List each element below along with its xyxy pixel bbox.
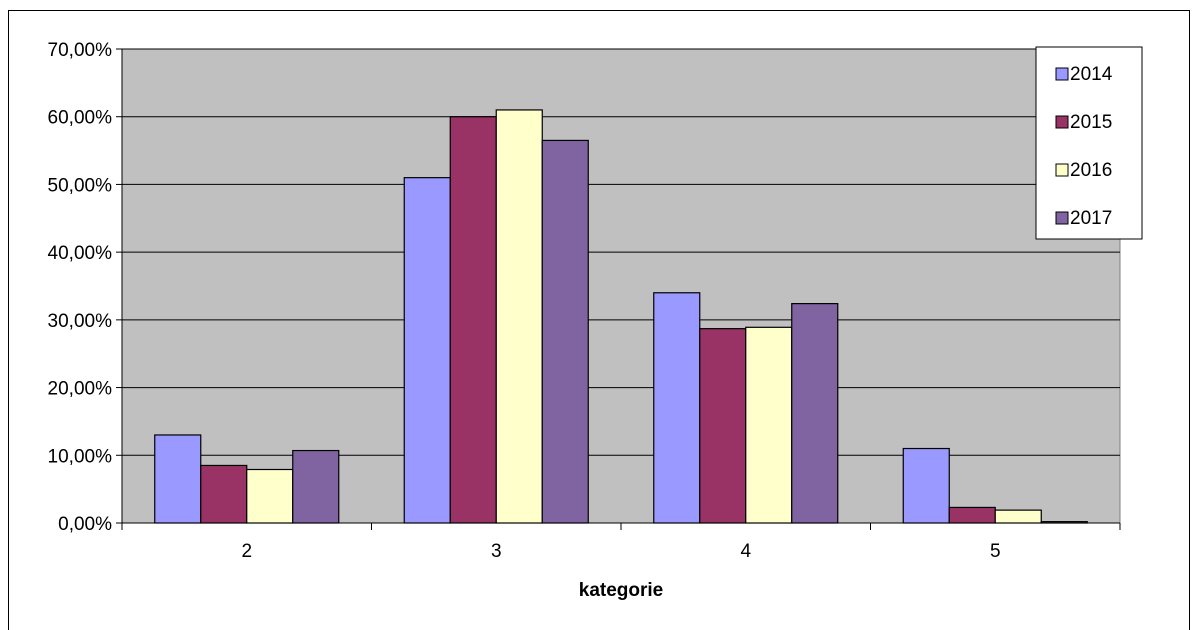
bar-2014-2	[154, 434, 202, 524]
legend-swatch-2014	[1055, 67, 1069, 81]
bar-2015-2	[200, 464, 248, 524]
chart-frame	[8, 10, 1190, 630]
y-tick-label: 70,00%	[48, 40, 113, 61]
bar-2016-4	[745, 326, 793, 524]
legend-swatch-2015	[1055, 115, 1069, 129]
bar-2017-4	[791, 303, 839, 524]
y-tick-label: 40,00%	[48, 243, 113, 264]
legend-box	[1035, 46, 1143, 240]
bar-2015-5	[948, 506, 996, 524]
legend-label-2016: 2016	[1070, 160, 1112, 181]
gridlines	[116, 48, 1120, 524]
legend-label-2015: 2015	[1070, 112, 1112, 133]
bar-2017-3	[541, 139, 589, 524]
bar-2015-3	[449, 116, 497, 524]
bar-2016-3	[495, 109, 543, 524]
legend: 2014 2015 2016 2017	[1035, 46, 1143, 240]
y-tick-labels: 0,00% 10,00% 20,00% 30,00% 40,00% 50,00% 60,00…	[48, 40, 113, 535]
bar-2014-5	[902, 447, 950, 524]
axes	[121, 49, 1121, 530]
y-tick-label: 10,00%	[48, 446, 113, 467]
plot-area	[121, 48, 1121, 524]
y-tick-label: 0,00%	[58, 514, 112, 535]
legend-swatch-2016	[1055, 163, 1069, 177]
bar-2015-4	[699, 328, 747, 524]
bar-2016-5	[994, 509, 1042, 524]
bar-2017-2	[292, 449, 340, 524]
x-tick-label: 4	[740, 541, 751, 562]
x-tick-labels: 2 3 4 5	[241, 541, 1000, 562]
bar-2016-2	[246, 468, 294, 524]
x-tick-label: 5	[990, 541, 1001, 562]
bar-2014-4	[653, 292, 701, 524]
y-tick-label: 50,00%	[48, 175, 113, 196]
x-tick-label: 2	[241, 541, 252, 562]
y-tick-label: 60,00%	[48, 108, 113, 129]
bars	[154, 109, 1088, 524]
x-axis-label: kategorie	[579, 580, 663, 601]
legend-label-2014: 2014	[1070, 64, 1113, 85]
x-tick-label: 3	[491, 541, 502, 562]
y-tick-label: 20,00%	[48, 379, 113, 400]
legend-swatch-2017	[1055, 211, 1069, 225]
bar-2014-3	[403, 177, 451, 524]
y-tick-label: 30,00%	[48, 311, 113, 332]
legend-label-2017: 2017	[1070, 208, 1112, 229]
